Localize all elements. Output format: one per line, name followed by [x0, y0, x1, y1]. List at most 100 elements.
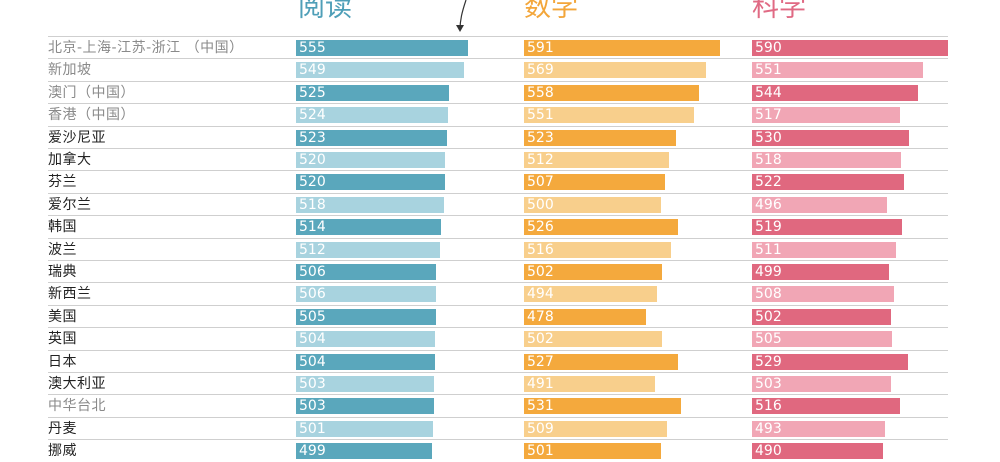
science-value-label: 502 [755, 308, 782, 325]
math-value-label: 494 [527, 286, 554, 303]
chart-row: 澳门（中国） 525 558 544 [48, 80, 948, 103]
science-value-label: 508 [755, 286, 782, 303]
math-bar: 569 [524, 62, 706, 79]
country-label: 美国 [48, 308, 77, 325]
math-value-label: 558 [527, 84, 554, 101]
math-value-label: 591 [527, 40, 554, 56]
chart-row: 挪威 499 501 490 [48, 439, 948, 461]
math-bar: 491 [524, 376, 655, 392]
math-header: 数学 [524, 0, 578, 23]
reading-bar: 520 [296, 174, 446, 191]
reading-bar: 506 [296, 286, 437, 303]
math-bar: 478 [524, 308, 647, 325]
reading-value-label: 555 [299, 40, 326, 56]
math-value-label: 478 [527, 308, 554, 325]
math-bar: 527 [524, 353, 679, 370]
country-label: 澳门（中国） [48, 84, 135, 101]
reading-value-label: 506 [299, 286, 326, 303]
science-bar: 508 [752, 286, 895, 303]
math-value-label: 551 [527, 107, 554, 124]
reading-bar: 555 [296, 40, 468, 56]
science-value-label: 505 [755, 331, 782, 348]
science-bar: 502 [752, 308, 891, 325]
reading-bar: 514 [296, 219, 442, 236]
math-value-label: 502 [527, 331, 554, 348]
reading-bar: 512 [296, 241, 441, 258]
chart-row: 英国 504 502 505 [48, 327, 948, 349]
science-bar: 530 [752, 129, 909, 146]
math-value-label: 512 [527, 152, 554, 168]
reading-value-label: 549 [299, 62, 326, 79]
country-label: 瑞典 [48, 264, 77, 280]
math-bar: 591 [524, 40, 720, 56]
reading-bar: 505 [296, 308, 436, 325]
chart-row: 丹麦 501 509 493 [48, 416, 948, 439]
science-bar: 518 [752, 152, 901, 168]
country-label: 韩国 [48, 219, 77, 236]
chart-row: 香港（中国） 524 551 517 [48, 103, 948, 125]
reading-value-label: 512 [299, 241, 326, 258]
science-value-label: 544 [755, 84, 782, 101]
math-value-label: 507 [527, 174, 554, 191]
reading-value-label: 518 [299, 196, 326, 213]
reading-bar: 520 [296, 152, 446, 168]
reading-value-label: 523 [299, 129, 326, 146]
reading-bar: 504 [296, 353, 435, 370]
math-value-label: 523 [527, 129, 554, 146]
country-label: 爱尔兰 [48, 196, 92, 213]
math-bar: 494 [524, 286, 657, 303]
reading-bar: 523 [296, 129, 448, 146]
math-bar: 509 [524, 420, 667, 437]
science-value-label: 490 [755, 443, 782, 460]
science-bar: 516 [752, 398, 900, 415]
reading-value-label: 524 [299, 107, 326, 124]
math-value-label: 502 [527, 264, 554, 280]
math-bar: 502 [524, 331, 663, 348]
math-bar: 523 [524, 129, 676, 146]
country-label: 北京-上海-江苏-浙江 （中国） [48, 40, 244, 56]
math-bar: 551 [524, 107, 694, 124]
math-value-label: 491 [527, 376, 554, 392]
science-bar: 529 [752, 353, 909, 370]
country-label: 英国 [48, 331, 77, 348]
reading-bar: 503 [296, 376, 435, 392]
chart-row: 中华台北 503 531 516 [48, 394, 948, 416]
math-bar: 501 [524, 443, 662, 460]
science-value-label: 518 [755, 152, 782, 168]
science-bar: 544 [752, 84, 918, 101]
science-bar: 519 [752, 219, 902, 236]
chart-row: 加拿大 520 512 518 [48, 148, 948, 170]
science-bar: 503 [752, 376, 892, 392]
math-bar: 516 [524, 241, 672, 258]
reading-value-label: 506 [299, 264, 326, 280]
reading-bar: 524 [296, 107, 448, 124]
math-bar: 526 [524, 219, 678, 236]
reading-bar: 506 [296, 264, 437, 280]
science-value-label: 530 [755, 129, 782, 146]
math-value-label: 509 [527, 420, 554, 437]
reading-bar: 504 [296, 331, 435, 348]
reading-value-label: 520 [299, 174, 326, 191]
country-label: 中华台北 [48, 398, 106, 415]
country-label: 爱沙尼亚 [48, 129, 106, 146]
science-value-label: 522 [755, 174, 782, 191]
math-value-label: 516 [527, 241, 554, 258]
math-bar: 558 [524, 84, 699, 101]
country-label: 新加坡 [48, 62, 92, 79]
math-value-label: 526 [527, 219, 554, 236]
science-value-label: 493 [755, 420, 782, 437]
reading-value-label: 520 [299, 152, 326, 168]
science-value-label: 551 [755, 62, 782, 79]
science-value-label: 529 [755, 353, 782, 370]
chart-row: 爱尔兰 518 500 496 [48, 192, 948, 215]
reading-value-label: 504 [299, 331, 326, 348]
chart-row: 瑞典 506 502 499 [48, 260, 948, 282]
reading-bar: 499 [296, 443, 432, 460]
chart-row: 澳大利亚 503 491 503 [48, 372, 948, 394]
math-bar: 500 [524, 196, 661, 213]
chart-row: 新西兰 506 494 508 [48, 282, 948, 304]
chart-row: 北京-上海-江苏-浙江 （中国） 555 591 590 [48, 36, 948, 58]
country-label: 丹麦 [48, 420, 77, 437]
science-header: 科学 [752, 0, 806, 23]
science-bar: 490 [752, 443, 883, 460]
